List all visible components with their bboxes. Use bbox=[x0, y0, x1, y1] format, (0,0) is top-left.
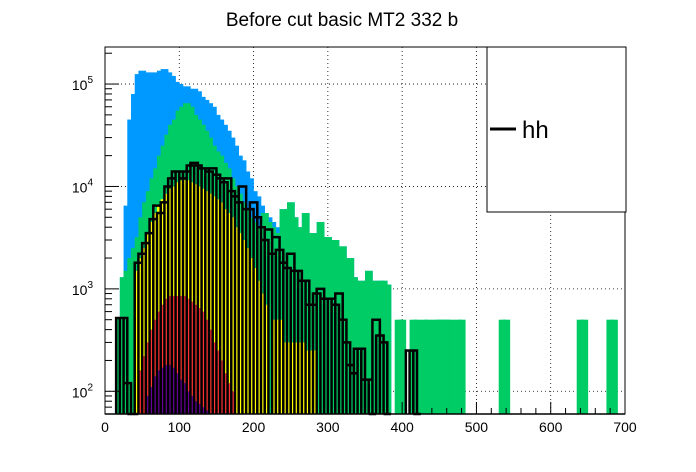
y-tick-label: 105 bbox=[72, 75, 94, 93]
legend: hh bbox=[486, 46, 627, 213]
hist-line-hh bbox=[114, 161, 421, 416]
hist-bin-fill-1 bbox=[610, 319, 618, 414]
hist-bin-fill-1 bbox=[580, 319, 589, 414]
hist-bin-fill-1 bbox=[502, 319, 511, 414]
x-tick-label: 700 bbox=[613, 419, 637, 435]
x-tick-label: 400 bbox=[390, 419, 414, 435]
y-tick-label: 104 bbox=[72, 177, 94, 195]
axes: 0 100 200 300 400 500 600 700 102 103 104 105 bbox=[72, 52, 637, 435]
x-tick-label: 200 bbox=[242, 419, 266, 435]
hist-bin-fill-1 bbox=[457, 319, 466, 414]
x-tick-label: 100 bbox=[168, 419, 192, 435]
legend-label-hh: hh bbox=[522, 117, 549, 144]
x-tick-label: 0 bbox=[101, 419, 109, 435]
overlay-histograms bbox=[114, 161, 421, 416]
x-tick-label: 500 bbox=[465, 419, 489, 435]
hist-bin-fill-1 bbox=[398, 319, 407, 414]
y-tick-label: 102 bbox=[72, 382, 94, 400]
chart-title: Before cut basic MT2 332 b bbox=[226, 10, 458, 31]
hist-bin-fill-1 bbox=[424, 319, 433, 414]
x-tick-label: 600 bbox=[539, 419, 563, 435]
hist-bin-fill-1 bbox=[446, 319, 455, 414]
y-tick-label: 103 bbox=[72, 280, 94, 298]
x-tick-label: 300 bbox=[316, 419, 340, 435]
